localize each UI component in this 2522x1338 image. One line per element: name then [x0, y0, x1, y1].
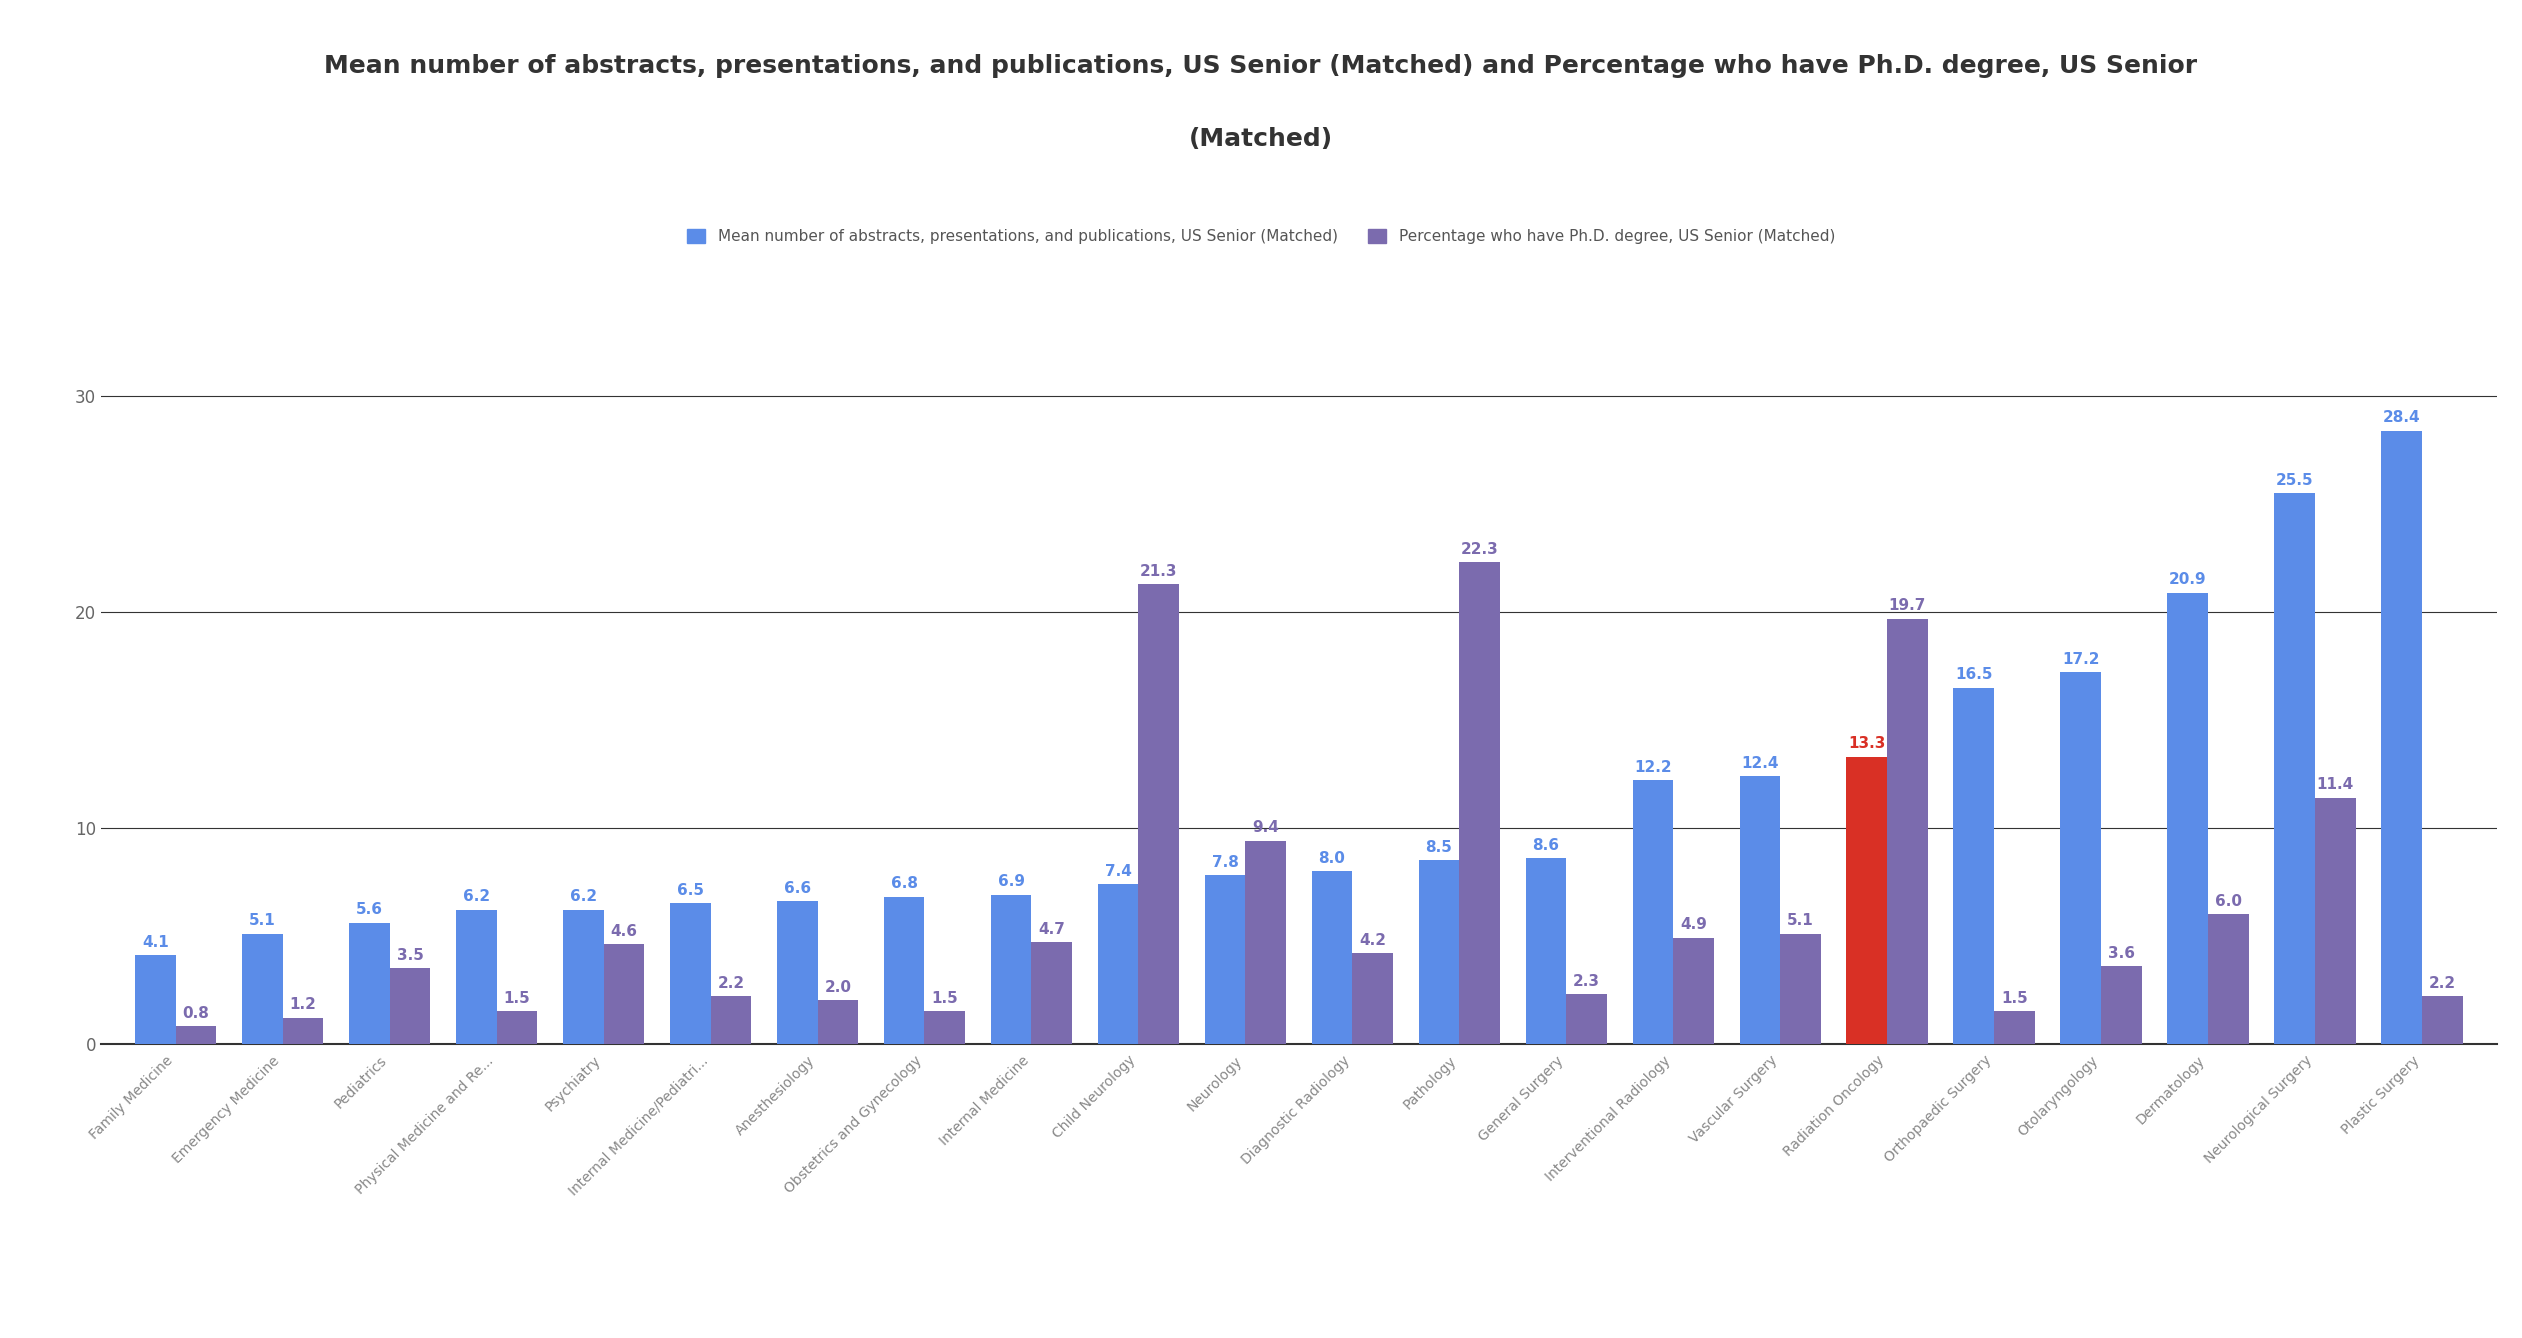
Text: (Matched): (Matched)	[1188, 127, 1334, 151]
Text: 3.6: 3.6	[2108, 946, 2134, 961]
Bar	[282, 1018, 323, 1044]
Bar	[1740, 776, 1781, 1044]
Bar	[777, 902, 817, 1044]
Legend: Mean number of abstracts, presentations, and publications, US Senior (Matched), : Mean number of abstracts, presentations,…	[678, 222, 1844, 252]
Text: 6.2: 6.2	[462, 890, 489, 904]
Bar	[2166, 593, 2207, 1044]
Bar	[2381, 431, 2421, 1044]
Text: 7.8: 7.8	[1211, 855, 1238, 870]
Text: 2.2: 2.2	[716, 975, 744, 990]
Bar	[2275, 494, 2315, 1044]
Text: 19.7: 19.7	[1889, 598, 1927, 613]
Bar	[1246, 840, 1286, 1044]
Text: 9.4: 9.4	[1253, 820, 1279, 835]
Bar	[883, 896, 926, 1044]
Text: 7.4: 7.4	[1105, 863, 1132, 879]
Text: 5.6: 5.6	[356, 902, 383, 918]
Text: 21.3: 21.3	[1140, 563, 1178, 578]
Bar	[562, 910, 603, 1044]
Bar	[1137, 583, 1180, 1044]
Bar	[1995, 1012, 2035, 1044]
Text: 12.4: 12.4	[1740, 756, 1778, 771]
Text: 4.1: 4.1	[141, 935, 169, 950]
Bar	[926, 1012, 966, 1044]
Bar	[497, 1012, 537, 1044]
Bar	[456, 910, 497, 1044]
Text: 2.2: 2.2	[2429, 975, 2456, 990]
Text: 8.6: 8.6	[1533, 838, 1559, 852]
Text: 1.2: 1.2	[290, 997, 315, 1013]
Bar	[1566, 994, 1607, 1044]
Text: 2.3: 2.3	[1574, 974, 1599, 989]
Text: 0.8: 0.8	[182, 1006, 209, 1021]
Bar	[1886, 618, 1927, 1044]
Bar	[1846, 756, 1886, 1044]
Text: 5.1: 5.1	[250, 913, 275, 929]
Text: 28.4: 28.4	[2383, 411, 2421, 425]
Bar	[348, 923, 391, 1044]
Bar	[1460, 562, 1501, 1044]
Bar	[2315, 797, 2356, 1044]
Bar	[2060, 673, 2101, 1044]
Bar	[136, 955, 177, 1044]
Bar	[817, 1001, 857, 1044]
Bar	[1352, 953, 1392, 1044]
Text: 6.9: 6.9	[999, 874, 1024, 890]
Bar	[242, 934, 282, 1044]
Bar	[177, 1026, 217, 1044]
Text: 17.2: 17.2	[2063, 652, 2098, 668]
Text: 12.2: 12.2	[1634, 760, 1672, 775]
Bar	[2101, 966, 2141, 1044]
Text: 22.3: 22.3	[1460, 542, 1498, 557]
Bar	[2421, 997, 2461, 1044]
Text: 6.8: 6.8	[890, 876, 918, 891]
Text: 6.0: 6.0	[2214, 894, 2242, 909]
Bar	[1311, 871, 1352, 1044]
Text: 1.5: 1.5	[2000, 991, 2028, 1006]
Bar	[1955, 688, 1995, 1044]
Text: 4.9: 4.9	[1680, 918, 1707, 933]
Text: 5.1: 5.1	[1788, 913, 1813, 929]
Text: 16.5: 16.5	[1955, 668, 1992, 682]
Bar	[2207, 914, 2250, 1044]
Bar	[991, 895, 1031, 1044]
Text: 2.0: 2.0	[825, 979, 852, 995]
Bar	[391, 969, 431, 1044]
Bar	[711, 997, 752, 1044]
Bar	[1417, 860, 1460, 1044]
Text: 4.6: 4.6	[610, 925, 638, 939]
Text: Mean number of abstracts, presentations, and publications, US Senior (Matched) a: Mean number of abstracts, presentations,…	[325, 54, 2197, 78]
Bar	[1097, 884, 1137, 1044]
Text: 8.0: 8.0	[1319, 851, 1344, 866]
Bar	[1031, 942, 1072, 1044]
Bar	[1206, 875, 1246, 1044]
Text: 6.6: 6.6	[784, 880, 810, 896]
Text: 4.2: 4.2	[1359, 933, 1387, 947]
Text: 20.9: 20.9	[2169, 573, 2207, 587]
Bar	[1526, 858, 1566, 1044]
Bar	[1632, 780, 1672, 1044]
Text: 6.5: 6.5	[676, 883, 704, 898]
Text: 1.5: 1.5	[504, 991, 530, 1006]
Bar	[1672, 938, 1715, 1044]
Text: 3.5: 3.5	[396, 947, 424, 963]
Text: 8.5: 8.5	[1425, 840, 1453, 855]
Text: 6.2: 6.2	[570, 890, 598, 904]
Bar	[603, 945, 643, 1044]
Text: 4.7: 4.7	[1039, 922, 1064, 937]
Text: 13.3: 13.3	[1849, 736, 1886, 751]
Text: 1.5: 1.5	[931, 991, 958, 1006]
Text: 25.5: 25.5	[2275, 472, 2313, 488]
Bar	[671, 903, 711, 1044]
Bar	[1781, 934, 1821, 1044]
Text: 11.4: 11.4	[2318, 777, 2353, 792]
